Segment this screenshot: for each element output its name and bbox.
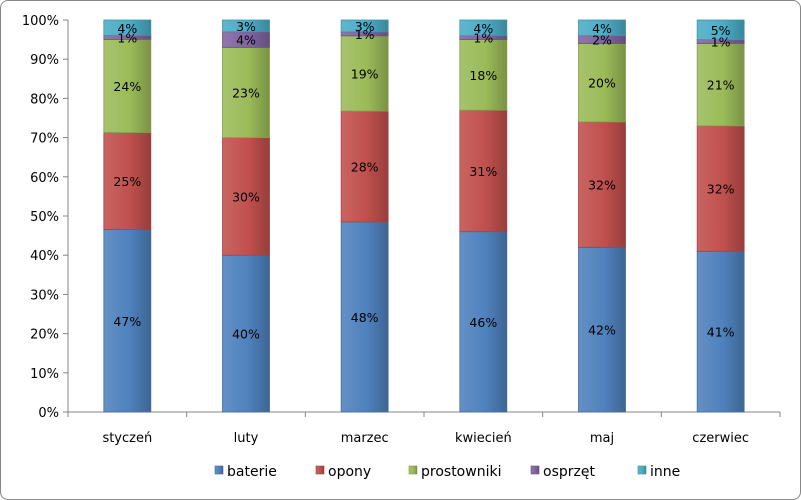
axes: 0% 10% 20% 30% 40% 50% 60% 70% 80% 90% 100% styczeń… — [22, 14, 781, 446]
data-label: 40% — [232, 327, 260, 342]
bar-segment-prostowniki — [222, 47, 270, 139]
data-labels: 47%25%24%1%4%40%30%23%4%3%48%28%19%1%3%4… — [113, 19, 734, 342]
data-label: 3% — [236, 19, 256, 34]
bar-segment-prostowniki — [696, 43, 745, 127]
y-tick-label: 90% — [30, 53, 59, 68]
bar-segment-opony — [222, 137, 270, 256]
data-label: 4% — [592, 21, 612, 36]
data-label: 19% — [351, 66, 379, 81]
y-tick-label: 70% — [30, 132, 59, 147]
legend-label: osprzęt — [543, 464, 595, 480]
data-label: 4% — [236, 33, 256, 48]
data-label: 20% — [588, 76, 616, 91]
data-label: 47% — [113, 314, 141, 329]
legend-label: baterie — [227, 464, 277, 480]
y-tick-label: 100% — [22, 14, 59, 29]
legend-swatch — [637, 465, 647, 475]
x-tick-label: marzec — [341, 431, 389, 446]
data-label: 48% — [351, 310, 379, 325]
legend-label: opony — [328, 464, 371, 480]
bar-segment-inne — [222, 19, 270, 33]
data-label: 46% — [469, 315, 497, 330]
bars — [103, 19, 745, 413]
y-tick-label: 30% — [30, 288, 59, 303]
data-label: 32% — [707, 182, 735, 197]
data-label: 4% — [473, 21, 493, 36]
data-label: 21% — [707, 78, 735, 93]
data-label: 30% — [232, 189, 260, 204]
data-label: 32% — [588, 178, 616, 193]
x-tick-label: czerwiec — [692, 431, 749, 446]
y-tick-label: 10% — [30, 367, 59, 382]
data-label: 4% — [117, 21, 137, 36]
bar-segment-baterie — [578, 246, 626, 413]
bar-segment-inne — [459, 19, 508, 37]
legend-swatch — [408, 465, 418, 475]
data-label: 2% — [592, 33, 612, 48]
bar-segment-inne — [340, 19, 389, 33]
bar-segment-baterie — [222, 254, 270, 413]
bar-segment-opony — [459, 109, 508, 233]
bar-segment-inne — [578, 19, 626, 37]
y-tick-label: 0% — [38, 406, 59, 421]
data-label: 3% — [355, 19, 375, 34]
legend: baterie opony prostowniki osprzęt inne — [214, 464, 680, 480]
x-tick-label: maj — [590, 431, 614, 446]
data-label: 28% — [351, 160, 379, 175]
legend-label: prostowniki — [421, 464, 501, 480]
data-label: 18% — [469, 68, 497, 83]
bar-segment-baterie — [459, 231, 508, 413]
data-label: 25% — [113, 174, 141, 189]
y-tick-label: 40% — [30, 249, 59, 264]
data-label: 1% — [117, 30, 137, 45]
x-tick-label: luty — [234, 431, 259, 446]
y-tick-label: 50% — [30, 210, 59, 225]
data-label: 31% — [469, 164, 497, 179]
bar-segment-prostowniki — [103, 39, 152, 133]
data-label: 1% — [473, 31, 493, 46]
data-label: 1% — [711, 35, 731, 50]
bar-segment-opony — [578, 121, 626, 248]
data-label: 41% — [707, 325, 735, 340]
data-label: 23% — [232, 86, 260, 101]
bar-segment-baterie — [103, 229, 152, 413]
bar-segment-inne — [103, 19, 152, 36]
legend-swatch — [530, 465, 540, 475]
y-tick-label: 80% — [30, 92, 59, 107]
y-tick-label: 60% — [30, 171, 59, 186]
data-label: 1% — [355, 27, 375, 42]
legend-label: inne — [650, 464, 680, 480]
legend-swatch — [214, 465, 224, 475]
x-tick-label: styczeń — [102, 431, 152, 446]
bar-segment-inne — [696, 19, 745, 41]
bar-segment-prostowniki — [578, 43, 626, 123]
y-tick-label: 20% — [30, 328, 59, 343]
legend-swatch — [315, 465, 325, 475]
bar-segment-prostowniki — [340, 35, 389, 112]
bar-segment-opony — [103, 132, 152, 230]
x-tick-label: kwiecień — [455, 431, 512, 446]
data-label: 24% — [113, 79, 141, 94]
bar-segment-prostowniki — [459, 39, 508, 111]
data-label: 5% — [711, 23, 731, 38]
data-label: 42% — [588, 323, 616, 338]
bar-segment-opony — [340, 110, 389, 223]
